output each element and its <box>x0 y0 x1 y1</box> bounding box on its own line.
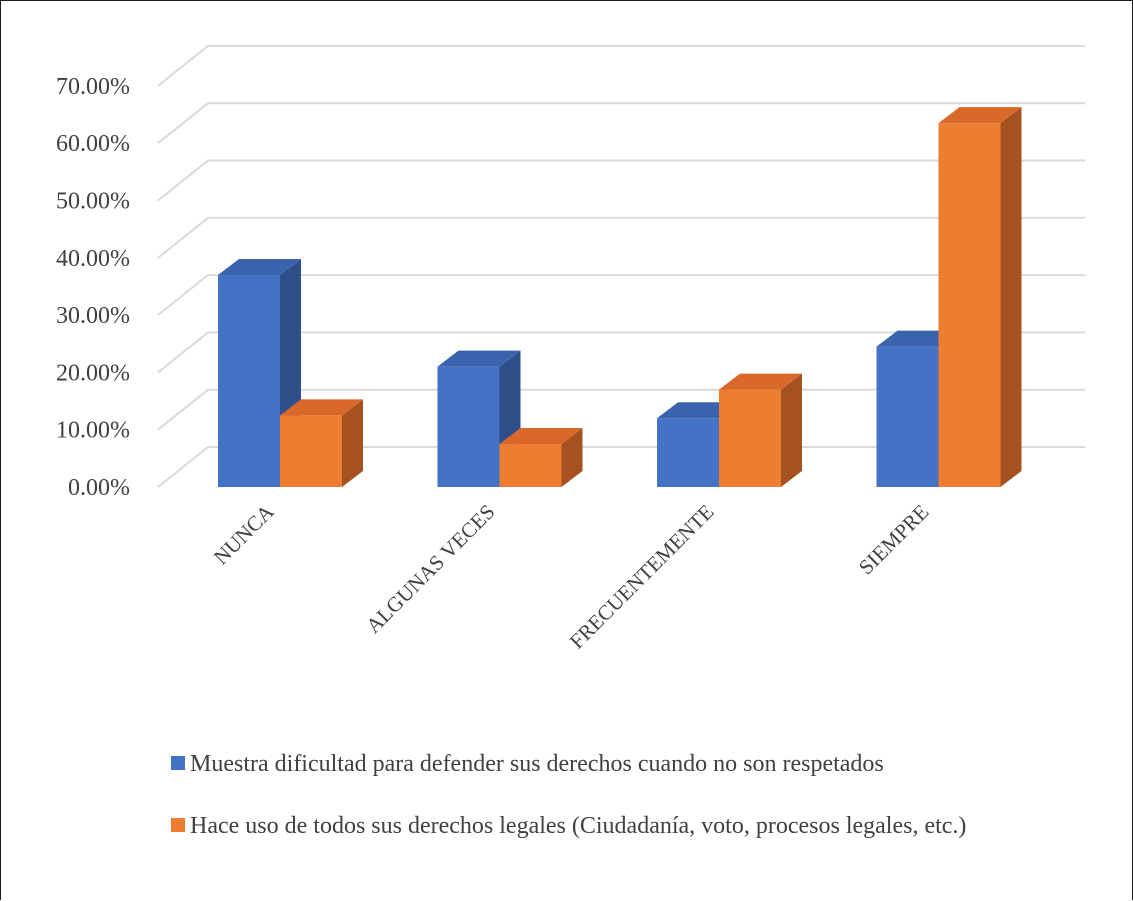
bar-top <box>499 428 583 445</box>
gridline <box>157 216 1085 259</box>
bar-side <box>342 399 363 487</box>
bar-top <box>218 258 301 275</box>
legend-label-series-2: Hace uso de todos sus derechos legales (… <box>190 813 966 839</box>
legend-item-series-2: Hace uso de todos sus derechos legales (… <box>171 813 966 839</box>
bar <box>938 107 1022 488</box>
legend-swatch-series-2 <box>171 818 185 832</box>
y-tick-label: 10.00% <box>56 418 130 444</box>
legend-label-series-1: Muestra dificultad para defender sus der… <box>190 751 884 777</box>
bar-front <box>876 346 939 487</box>
gridline <box>157 331 1085 374</box>
y-tick-label: 40.00% <box>56 246 130 272</box>
gridline <box>157 159 1085 202</box>
bar-front <box>499 444 562 487</box>
legend: Muestra dificultad para defender sus der… <box>171 751 966 839</box>
y-tick-label: 50.00% <box>56 189 130 215</box>
y-tick-label: 70.00% <box>56 74 130 100</box>
y-axis-ticks: 0.00% 10.00% 20.00% 30.00% 40.00% 50.00% 60.00… <box>56 74 130 501</box>
x-tick-label: FRECUENTEMENTE <box>565 500 719 654</box>
y-tick-label: 30.00% <box>56 303 130 329</box>
bars <box>218 107 1022 488</box>
gridline <box>157 274 1085 316</box>
bar-front <box>437 366 500 487</box>
legend-item-series-1: Muestra dificultad para defender sus der… <box>171 751 884 777</box>
gridline <box>157 44 1085 87</box>
y-tick-label: 0.00% <box>68 475 130 501</box>
bar-front <box>280 415 342 487</box>
bar-front <box>657 418 719 487</box>
bar-front <box>719 389 781 487</box>
legend-swatch-series-1 <box>171 756 185 770</box>
x-tick-label: SIEMPRE <box>854 500 934 580</box>
bar-side <box>781 373 802 487</box>
bar <box>499 428 583 487</box>
y-tick-label: 60.00% <box>56 131 130 157</box>
bar-side <box>561 428 583 487</box>
bar-side <box>1000 107 1022 488</box>
bar-front <box>938 123 1001 488</box>
x-axis-ticks: NUNCA ALGUNAS VECES FRECUENTEMENTE SIEMPRE <box>209 499 934 653</box>
bar-front <box>218 274 280 487</box>
bar-top <box>938 107 1022 124</box>
bar <box>280 399 363 487</box>
x-tick-label: ALGUNAS VECES <box>361 500 499 638</box>
gridline <box>157 102 1085 144</box>
gridlines <box>157 44 1085 488</box>
bar-top <box>719 373 802 390</box>
x-tick-label: NUNCA <box>209 499 279 569</box>
bar-top <box>280 399 363 416</box>
bar <box>719 373 802 487</box>
bar-top <box>437 350 521 367</box>
y-tick-label: 20.00% <box>56 360 130 386</box>
